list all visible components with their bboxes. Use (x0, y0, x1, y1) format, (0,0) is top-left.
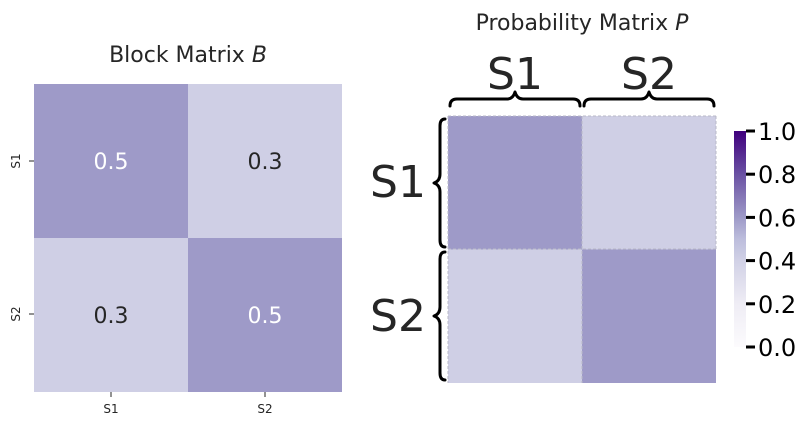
colorbar: 0.0 0.2 0.4 0.6 0.8 1.0 (734, 118, 796, 362)
ytick-label-s1: S1 (9, 153, 23, 168)
top-brace-s2 (582, 90, 716, 108)
left-block-label-s1: S1 (370, 157, 426, 208)
colorbar-tick-label-0.0: 0.0 (758, 334, 796, 362)
prob-cell-s2-s2 (582, 249, 716, 383)
top-block-label-s2: S2 (621, 49, 677, 100)
block-cell-s2-s1 (34, 238, 188, 392)
block-cell-s1-s1 (34, 84, 188, 238)
probability-matrix-title: Probability Matrix P (476, 11, 690, 36)
block-matrix-title: Block Matrix B (109, 43, 267, 68)
block-annotation-s1-s1: 0.5 (94, 150, 129, 175)
block-annotation-s2-s1: 0.3 (94, 304, 129, 329)
block-boundaries (447, 115, 717, 383)
ytick-label-s2: S2 (9, 306, 23, 321)
prob-cell-s1-s2 (582, 116, 716, 250)
block-annotation-s2-s2: 0.5 (248, 304, 283, 329)
block-cell-s1-s2 (188, 84, 342, 238)
colorbar-tick-label-1.0: 1.0 (758, 118, 796, 146)
block-annotation-s1-s2: 0.3 (248, 150, 283, 175)
top-brace-s1 (448, 90, 582, 108)
colorbar-gradient (734, 131, 746, 347)
top-block-label-s1: S1 (487, 49, 543, 100)
colorbar-tick-label-0.6: 0.6 (758, 204, 796, 232)
left-block-label-s2: S2 (370, 291, 426, 342)
xtick-label-s1: S1 (103, 402, 118, 416)
probability-matrix-chart: Probability Matrix P S1 S2 S1 S2 0.00.20… (370, 11, 796, 383)
prob-cell-s1-s1 (448, 116, 582, 250)
block-cell-s2-s2 (188, 238, 342, 392)
left-brace-s1 (432, 117, 447, 249)
xtick-label-s2: S2 (257, 402, 272, 416)
prob-cell-s2-s1 (448, 249, 582, 383)
left-brace-s2 (432, 250, 447, 382)
colorbar-tick-label-0.8: 0.8 (758, 161, 796, 189)
block-matrix-chart: Block Matrix B 0.5 0.3 0.3 0.5 S1 S2 S1 S2 (9, 43, 342, 416)
colorbar-tick-label-0.2: 0.2 (758, 291, 796, 319)
colorbar-tick-label-0.4: 0.4 (758, 248, 796, 276)
